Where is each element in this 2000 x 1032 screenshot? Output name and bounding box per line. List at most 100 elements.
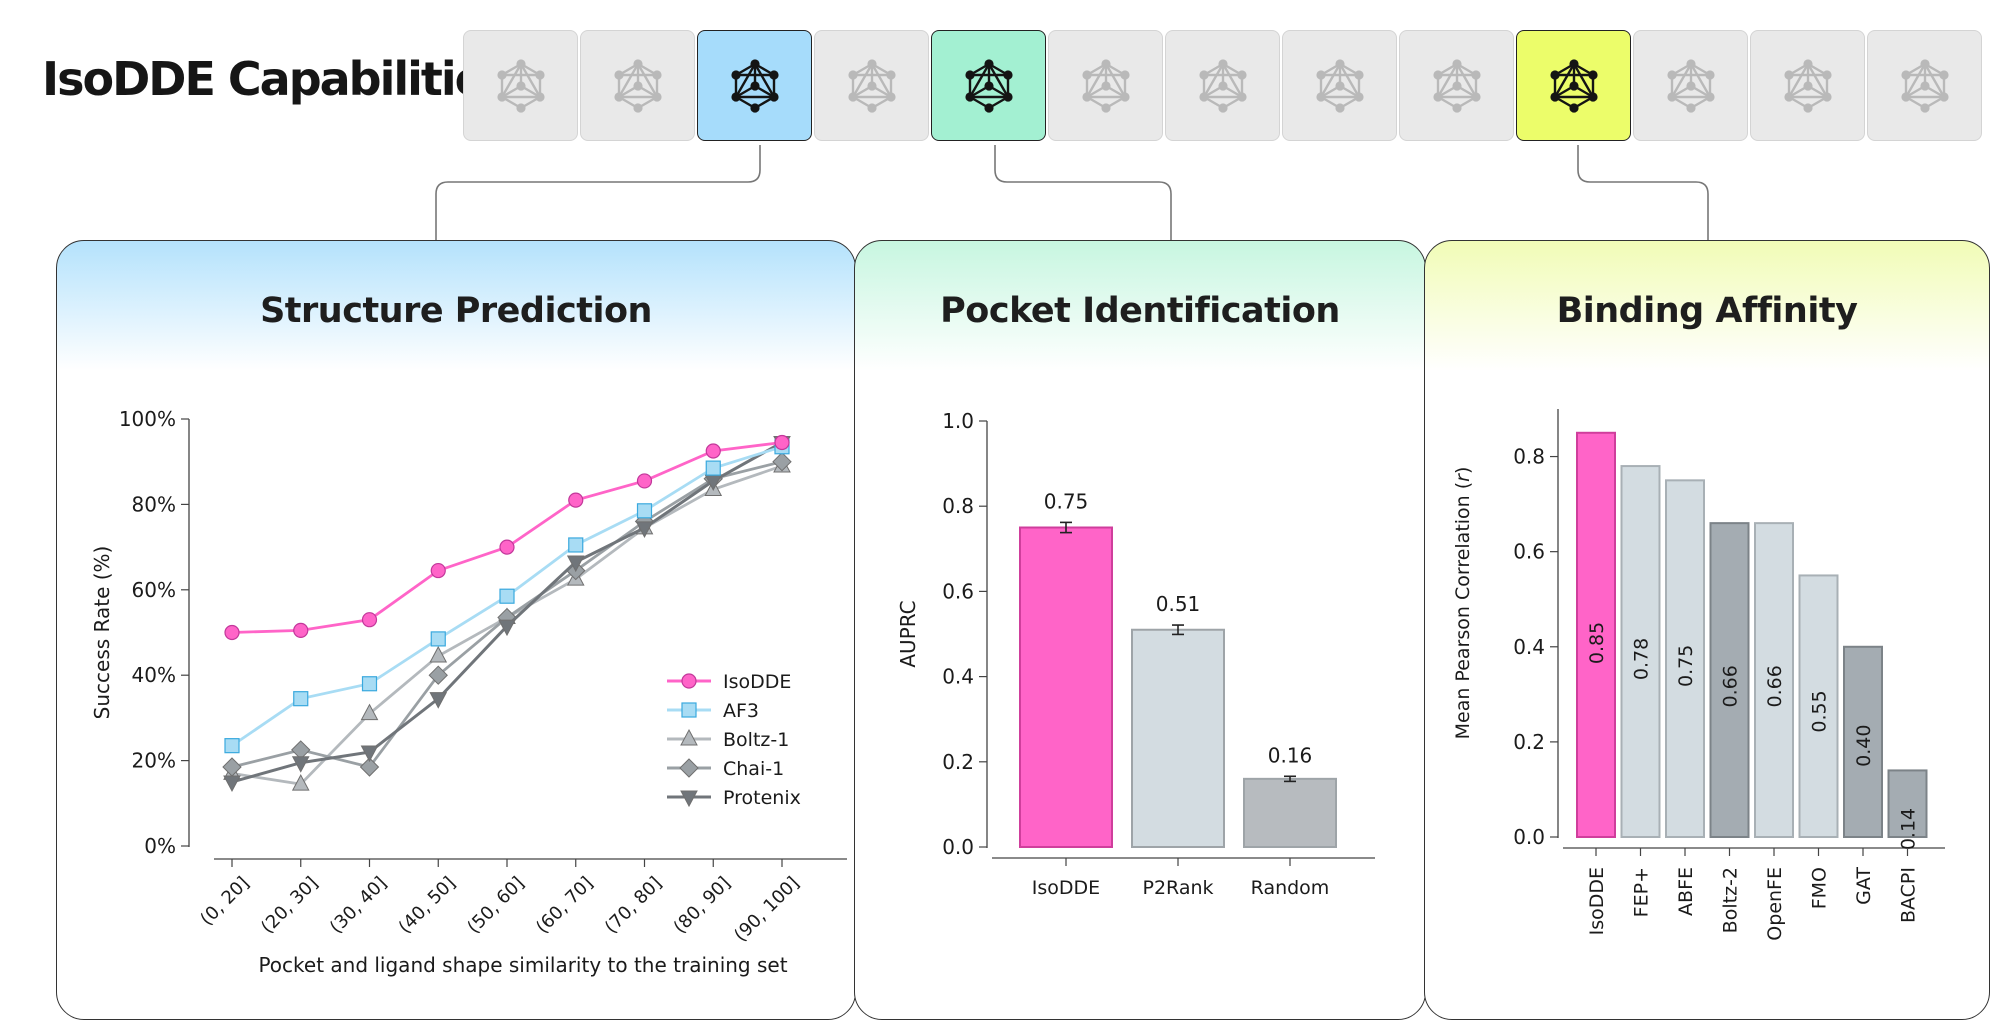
data-point-boltz-1 [360,703,379,721]
molecule-icon [1900,58,1949,113]
data-point-protenix [429,692,448,709]
x-tick-label: (40, 50] [395,873,460,938]
capability-tile-8[interactable] [1282,30,1397,141]
bar-value-label-openfe: 0.66 [1764,665,1786,707]
data-point-af3 [361,676,378,692]
molecule-icon [1432,58,1481,113]
bar-value-label-gat: 0.40 [1853,725,1875,767]
data-point-isodde [636,473,653,489]
y-tick-label: 100% [119,407,176,431]
bar-p2rank [1131,628,1225,848]
capability-tile-7[interactable] [1165,30,1280,141]
x-tick-label-openfe: OpenFE [1764,867,1786,941]
molecule-icon [1666,58,1715,113]
x-tick-label-fmo: FMO [1809,867,1831,909]
bar-openfe [1754,522,1794,838]
bar-value-label-p2rank: 0.51 [1156,592,1201,616]
y-tick-label: 0.8 [942,494,974,518]
capability-tile-9[interactable] [1399,30,1514,141]
capability-tile-5[interactable] [931,30,1046,141]
structure-prediction-title: Structure Prediction [260,291,652,331]
binding-affinity-panel: Binding Affinity 0.0 0.2 0.4 0.6 0.8 Mean Pea… [1424,240,1990,1020]
y-tick-label: 1.0 [942,409,974,433]
binding-affinity-title: Binding Affinity [1556,291,1858,331]
bar-value-label-fmo: 0.55 [1809,690,1831,732]
data-point-chai-1 [359,757,380,777]
molecule-icon [730,58,779,113]
capability-tile-13[interactable] [1867,30,1982,141]
series-isodde [224,434,790,641]
y-tick-label: 0.4 [942,665,974,689]
capability-tile-strip [463,30,1983,143]
data-point-boltz-1 [429,645,448,663]
legend-marker-af3 [681,702,697,718]
capability-tile-4[interactable] [814,30,929,141]
y-tick-label: 0.2 [1513,730,1545,754]
x-tick-label: (80, 90] [670,873,735,938]
structure-line-chart: 0% 20% 40% 60% 80% 100% (0, 20] (20, 30] (30, 40… [90,407,847,977]
molecule-icon [847,58,896,113]
capability-tile-10[interactable] [1516,30,1631,141]
bar-value-label-boltz-2: 0.66 [1720,665,1742,707]
data-point-isodde [361,612,378,628]
series-af3 [224,439,790,754]
data-point-protenix [566,555,585,573]
x-tick-label: (60, 70] [532,873,597,938]
pocket-bar-chart: 0.0 0.2 0.4 0.6 0.8 1.0 AUPRC 0.75 IsoDDE 0.51 P2R… [896,409,1375,899]
connector-pocket [994,145,1172,242]
bar-fmo [1798,574,1839,838]
data-point-af3 [568,537,584,553]
series-chai-1 [222,451,792,777]
capability-tile-6[interactable] [1048,30,1163,141]
molecule-icon [1081,58,1130,113]
legend-label-boltz-1: Boltz-1 [723,729,789,751]
y-tick-label: 60% [132,578,176,602]
y-axis-label: Mean Pearson Correlation (r) [1452,467,1474,740]
bar-gat [1843,645,1883,838]
legend: IsoDDE AF3 Boltz-1 Chai-1 Protenix [667,671,801,809]
capability-tile-11[interactable] [1633,30,1748,141]
molecule-icon [613,58,662,113]
data-point-boltz-1 [291,774,310,791]
molecule-icon [496,58,545,113]
x-tick-label: (50, 60] [463,873,528,938]
bar-random [1243,777,1337,849]
capability-tile-3[interactable] [697,30,812,141]
y-tick-label: 0.0 [1513,825,1545,849]
y-tick-label: 0.6 [942,579,974,603]
molecule-icon [1198,58,1247,113]
x-tick-label: (70, 80] [601,873,666,938]
data-point-af3 [293,691,309,707]
data-point-chai-1 [291,740,311,760]
capability-tile-12[interactable] [1750,30,1865,141]
legend-marker-boltz-1 [680,728,698,746]
data-point-isodde [430,562,446,579]
bar-value-label-random: 0.16 [1268,743,1313,767]
data-point-isodde [224,624,240,641]
tile-connectors [435,145,1709,242]
y-tick-label: 0.2 [942,750,974,774]
legend-label-chai-1: Chai-1 [723,758,784,780]
bar-value-label-abfe: 0.75 [1675,645,1697,687]
data-point-protenix [291,756,310,773]
bar-value-label-isodde: 0.75 [1044,489,1089,513]
x-tick-label-isodde: IsoDDE [1586,867,1608,935]
connector-structure [435,145,761,242]
data-point-chai-1 [428,665,448,685]
molecule-icon [1549,58,1598,113]
y-axis-label: Success Rate (%) [90,546,114,720]
bar-abfe [1665,479,1705,838]
x-tick-label-abfe: ABFE [1675,867,1697,916]
capability-tile-2[interactable] [580,30,695,141]
bar-fep- [1620,465,1661,838]
data-point-protenix [635,521,654,538]
data-point-protenix [360,745,379,763]
y-tick-label: 40% [132,663,176,687]
y-tick-label: 0.0 [942,835,974,859]
data-point-isodde [499,539,515,555]
x-tick-label-fep-: FEP+ [1631,867,1653,917]
capability-tile-1[interactable] [463,30,578,141]
data-point-protenix [223,775,241,793]
data-point-af3 [705,460,721,476]
x-tick-label: (20, 30] [257,873,322,938]
